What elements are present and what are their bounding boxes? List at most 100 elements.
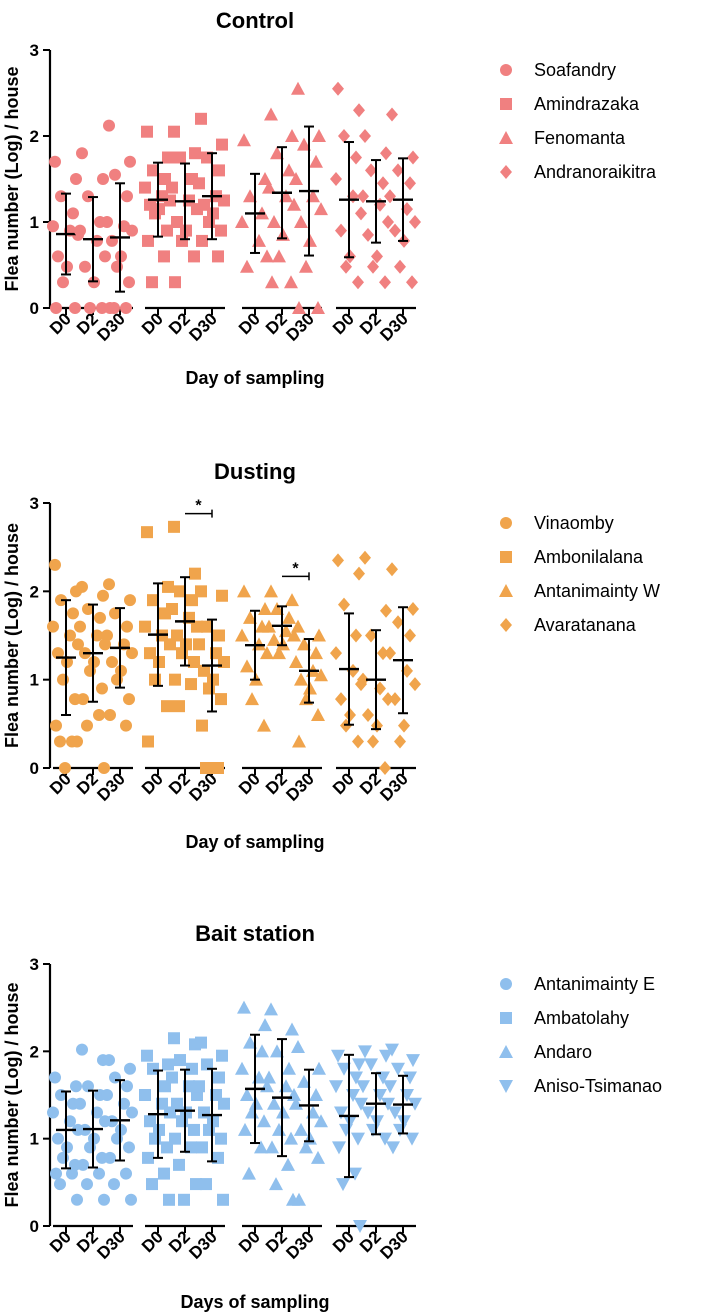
data-point (216, 589, 228, 602)
data-point (76, 580, 88, 593)
data-point (188, 656, 200, 668)
data-point (332, 81, 344, 96)
legend-label: Ambatolahy (534, 1008, 629, 1028)
series-aniso-tsimanao (329, 1043, 422, 1233)
data-point (380, 146, 392, 161)
data-point (104, 1151, 116, 1164)
data-point (123, 1141, 135, 1154)
data-point (97, 173, 109, 185)
data-point (356, 1080, 370, 1094)
data-point (201, 620, 213, 633)
data-point (269, 1177, 283, 1191)
data-point (176, 234, 188, 247)
data-point (285, 129, 299, 142)
legend-marker (500, 98, 512, 110)
data-point (97, 589, 109, 602)
data-point (98, 1193, 110, 1206)
data-point (335, 223, 347, 238)
data-point (203, 1123, 215, 1136)
y-tick-label: 3 (30, 41, 39, 60)
data-point (311, 301, 325, 314)
data-point (77, 1158, 89, 1171)
data-point (149, 1132, 161, 1145)
data-point (126, 1106, 138, 1119)
data-point (124, 155, 136, 168)
data-point (385, 1043, 399, 1057)
series-antanimainty-w (235, 584, 328, 748)
data-point (352, 1058, 366, 1072)
data-point (200, 762, 212, 774)
significance-label: * (292, 560, 299, 577)
data-point (217, 1193, 229, 1206)
data-point (125, 1193, 137, 1206)
data-point (201, 151, 213, 164)
x-tick-label: D30 (282, 769, 317, 804)
data-point (101, 629, 113, 642)
data-point (297, 637, 311, 651)
legend-marker (500, 551, 512, 563)
data-point (398, 718, 410, 733)
data-point (330, 646, 342, 661)
data-point (357, 189, 369, 204)
x-tick-label: D0 (46, 309, 75, 338)
legend-marker (499, 1080, 513, 1093)
data-point (381, 1097, 395, 1111)
data-point (389, 223, 401, 238)
data-point (173, 700, 185, 713)
x-tick-label: D30 (376, 769, 411, 804)
data-point (404, 628, 416, 643)
data-point (284, 275, 298, 289)
data-point (84, 664, 96, 677)
series-soafandry (47, 119, 138, 314)
data-point (272, 646, 286, 660)
x-axis-label: Day of sampling (185, 832, 324, 852)
data-point (139, 181, 151, 194)
data-point (264, 1002, 278, 1016)
series-andranoraikitra (330, 81, 421, 290)
data-point (352, 734, 364, 749)
x-tick-label: D0 (235, 769, 264, 798)
data-point (282, 610, 296, 624)
data-point (409, 215, 421, 229)
legend-label: Avaratanana (534, 615, 637, 635)
data-point (364, 1058, 378, 1072)
series-fenomanta (235, 81, 328, 314)
data-point (162, 1058, 174, 1071)
data-point (335, 692, 347, 707)
data-point (218, 194, 230, 207)
data-point (299, 259, 313, 273)
data-point (272, 249, 286, 263)
data-point (84, 1141, 96, 1154)
data-point (287, 197, 301, 211)
y-tick-label: 0 (30, 1217, 39, 1236)
data-point (109, 607, 121, 620)
data-point (378, 1132, 392, 1146)
data-point (314, 1114, 328, 1128)
data-point (162, 151, 174, 164)
data-point (237, 133, 251, 147)
data-point (350, 628, 362, 643)
data-point (93, 1167, 105, 1180)
data-point (311, 1150, 325, 1164)
data-point (349, 1071, 363, 1085)
data-point (406, 1054, 420, 1068)
data-point (312, 1061, 326, 1075)
data-point (74, 224, 86, 237)
data-point (149, 673, 161, 686)
x-tick-label: D0 (329, 769, 358, 798)
data-point (216, 1049, 228, 1062)
legend-marker (500, 1012, 512, 1024)
data-point (357, 672, 369, 687)
data-point (257, 1114, 271, 1128)
data-point (196, 234, 208, 247)
x-tick-label: D0 (46, 1227, 75, 1256)
data-point (162, 580, 174, 593)
data-point (371, 249, 383, 264)
data-point (240, 659, 254, 673)
data-point (70, 1080, 82, 1093)
data-point (287, 628, 301, 642)
data-point (139, 1089, 151, 1101)
data-point (108, 302, 120, 314)
legend-label: Antanimainty W (534, 581, 660, 601)
